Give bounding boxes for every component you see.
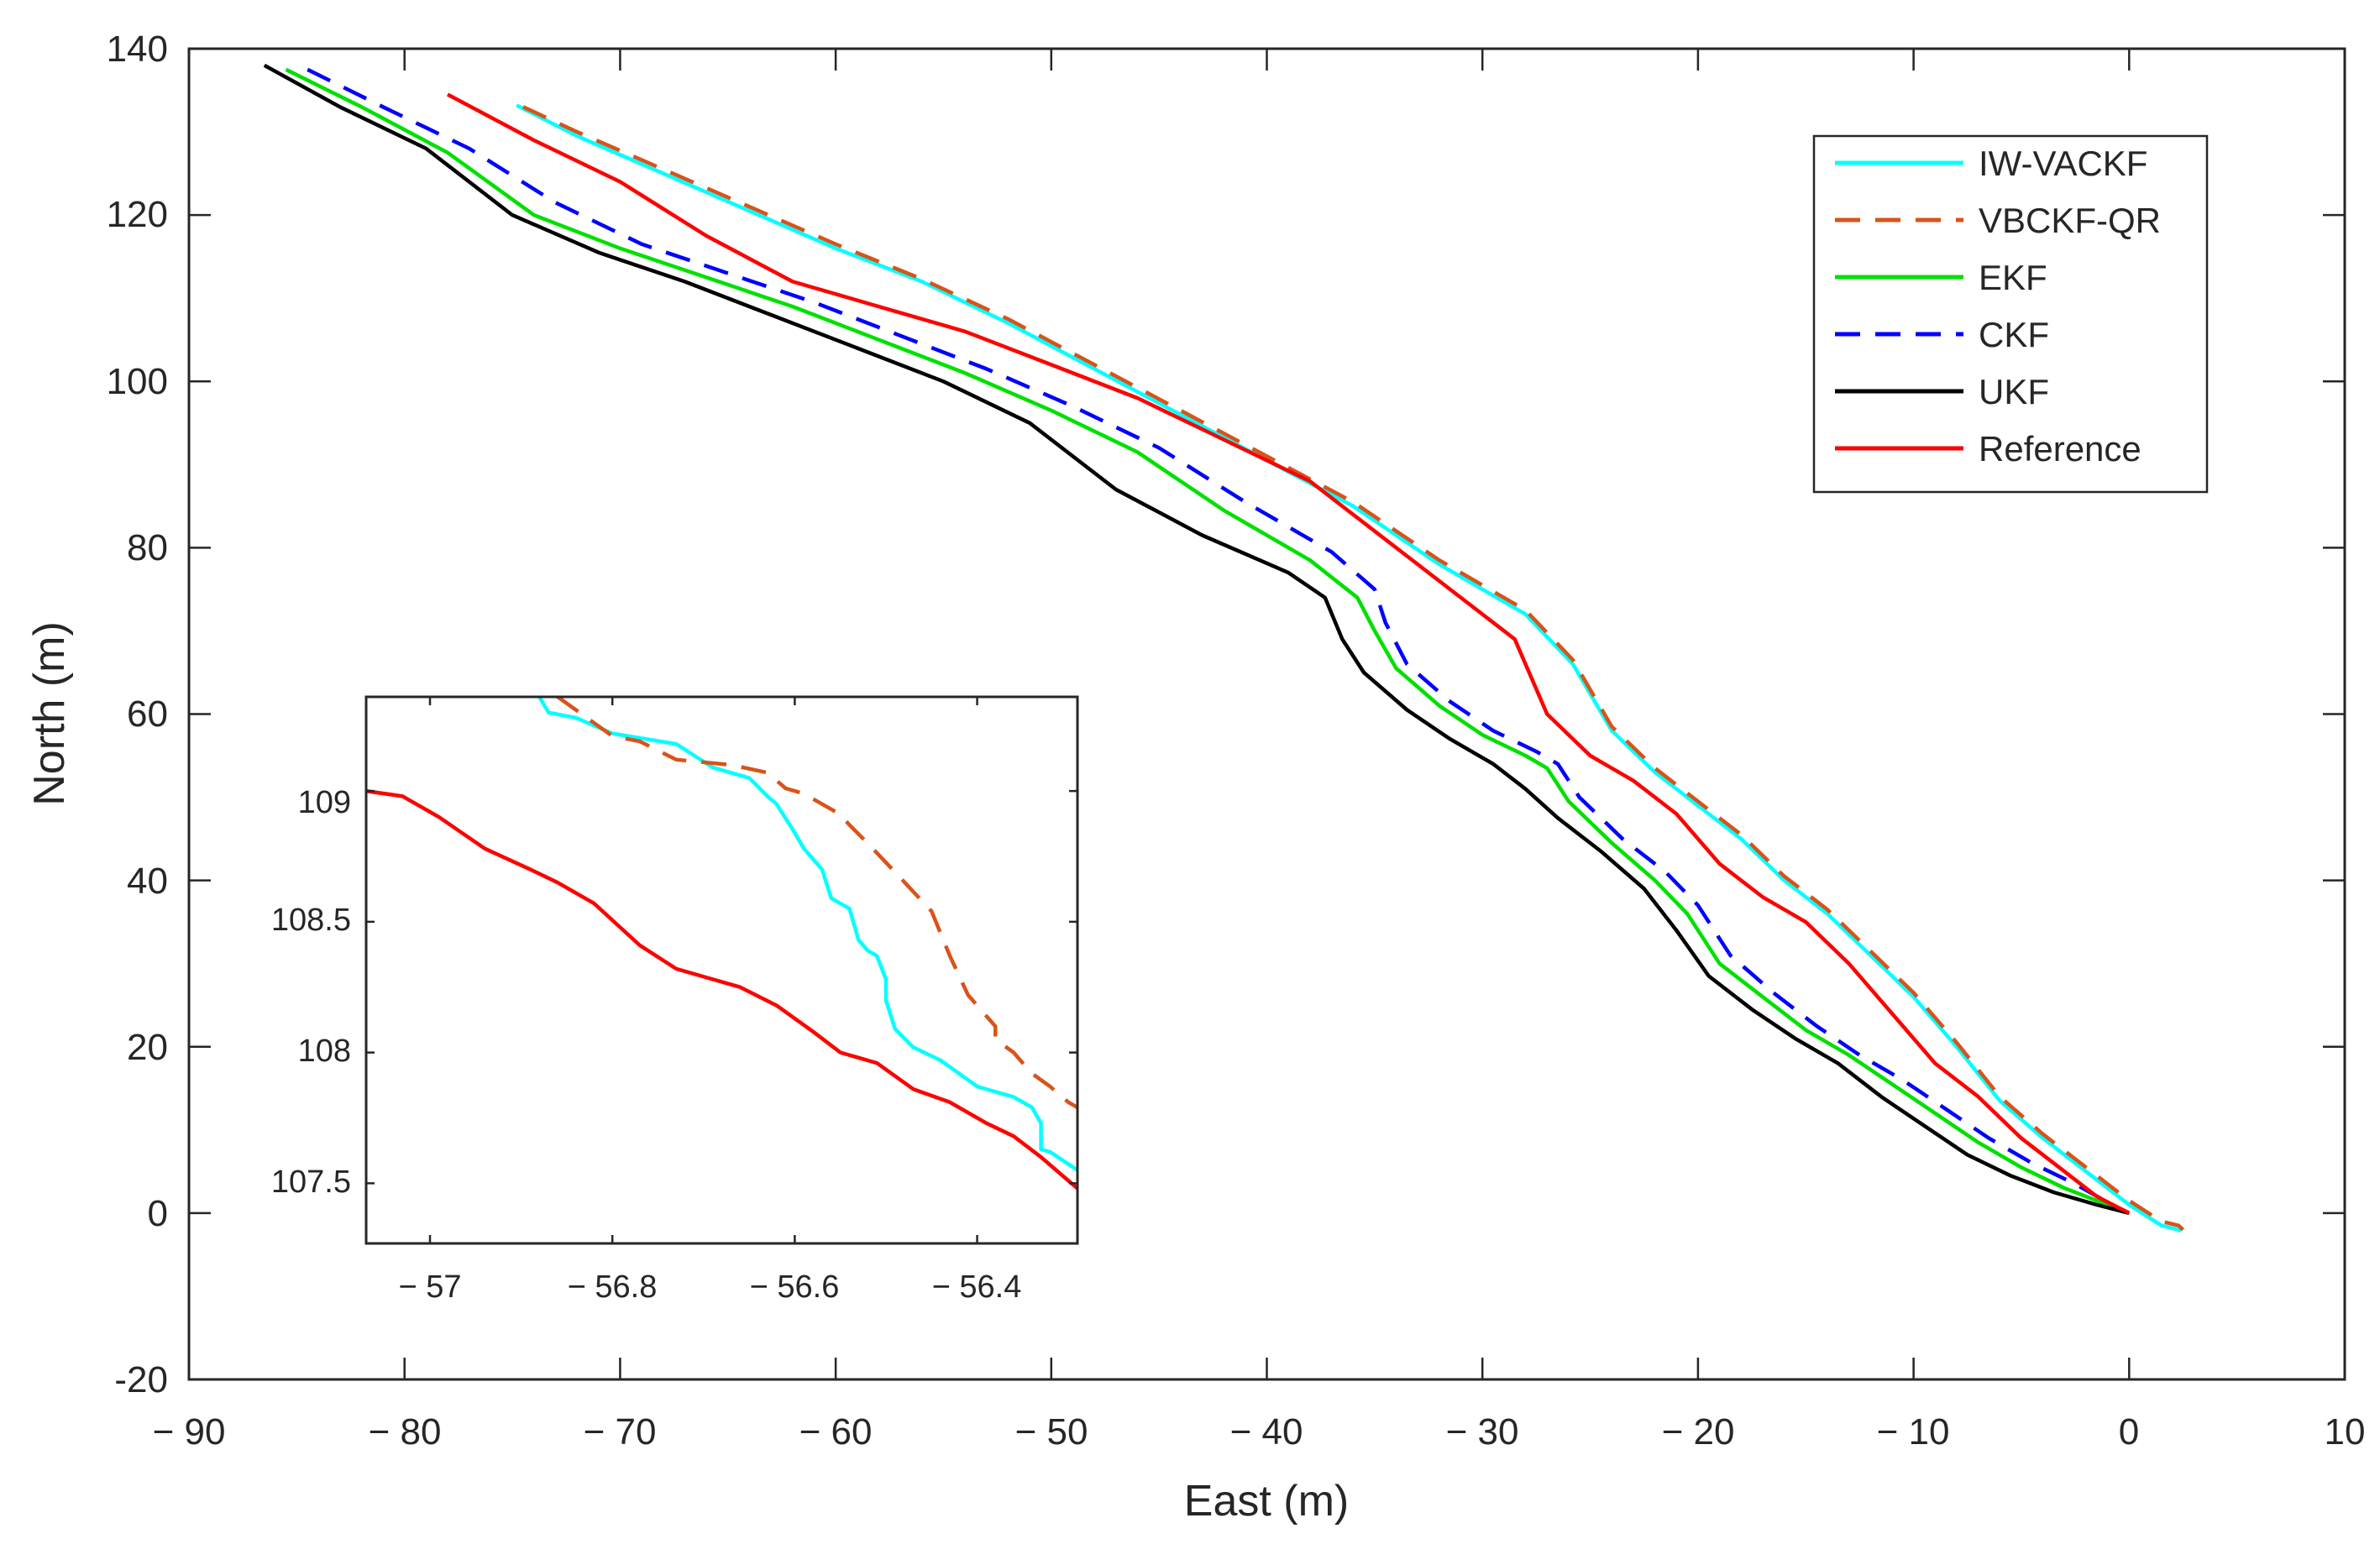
- x-tick-label: − 30: [1446, 1411, 1519, 1452]
- x-tick-label: − 80: [369, 1411, 442, 1452]
- y-tick-label: 80: [127, 527, 168, 568]
- inset-y-tick-label: 108: [298, 1034, 351, 1069]
- legend-box: [1812, 134, 2209, 494]
- inset-y-tick-label: 109: [298, 785, 351, 820]
- legend: IW-VACKF VBCKF-QR EKF CKF UKF Reference: [1812, 134, 2209, 494]
- inset-series-line-reference: [365, 788, 1079, 1191]
- inset-x-tick-label: − 56.6: [750, 1269, 840, 1305]
- x-tick-label: − 10: [1877, 1411, 1950, 1452]
- legend-label-ukf: UKF: [1979, 372, 2049, 411]
- x-tick-label: − 20: [1662, 1411, 1735, 1452]
- series-line-vbckf-qr: [522, 105, 2185, 1232]
- main-axes: − 90 − 80 − 70 − 60 − 50 − 40 − 30 − 20 …: [25, 29, 2365, 1526]
- y-tick-label: 20: [127, 1027, 168, 1068]
- x-axis-title: East (m): [1184, 1477, 1349, 1526]
- main-tick-marks: [187, 47, 2346, 1381]
- legend-label-ekf: EKF: [1979, 258, 2047, 297]
- inset-x-tick-label: − 56.4: [932, 1269, 1022, 1305]
- y-tick-label: 120: [107, 194, 168, 235]
- legend-label-reference: Reference: [1979, 429, 2141, 468]
- legend-label-ckf: CKF: [1979, 315, 2049, 354]
- inset-y-tick-label: 108.5: [271, 903, 351, 938]
- series-line-ekf: [285, 67, 2131, 1215]
- x-tick-label: − 60: [799, 1411, 873, 1452]
- y-tick-label: -20: [114, 1359, 168, 1400]
- x-tick-label: − 90: [153, 1411, 226, 1452]
- y-tick-label: 100: [107, 361, 168, 402]
- inset-x-tick-label: − 57: [398, 1269, 461, 1305]
- legend-item-reference: Reference: [1835, 429, 2141, 468]
- x-tick-label: − 40: [1230, 1411, 1303, 1452]
- inset-background: [366, 697, 1077, 1243]
- y-tick-label: 40: [127, 861, 168, 902]
- y-tick-label: 140: [107, 29, 168, 70]
- inset-y-tick-label: 107.5: [271, 1165, 351, 1200]
- y-tick-label: 0: [148, 1193, 168, 1234]
- series-line-ckf: [307, 67, 2131, 1215]
- legend-item-ckf: CKF: [1835, 315, 2049, 354]
- inset-plot-frame: [364, 695, 1079, 1245]
- x-tick-label: 10: [2325, 1411, 2366, 1452]
- series-line-reference: [446, 92, 2131, 1215]
- main-series-group: [263, 63, 2185, 1233]
- inset-x-tick-label: − 56.8: [568, 1269, 658, 1305]
- legend-item-ukf: UKF: [1835, 372, 2049, 411]
- legend-label-vbckf-qr: VBCKF-QR: [1979, 201, 2161, 240]
- legend-item-iw-vackf: IW-VACKF: [1835, 144, 2147, 183]
- y-tick-label: 60: [127, 693, 168, 735]
- x-tick-label: − 50: [1015, 1411, 1088, 1452]
- legend-label-iw-vackf: IW-VACKF: [1979, 144, 2147, 183]
- x-tick-label: − 70: [584, 1411, 657, 1452]
- inset-series-line-iw-vackf: [537, 695, 1079, 1172]
- legend-item-vbckf-qr: VBCKF-QR: [1835, 201, 2161, 240]
- x-tick-label: 0: [2119, 1411, 2139, 1452]
- series-line-ukf: [263, 63, 2130, 1216]
- legend-item-ekf: EKF: [1835, 258, 2047, 297]
- series-line-iw-vackf: [516, 103, 2183, 1233]
- inset-tick-marks: [366, 697, 1077, 1243]
- inset-axes: − 57 − 56.8 − 56.6 − 56.4 107.5 108 108.…: [271, 695, 1079, 1305]
- inset-series-group: [365, 695, 1079, 1191]
- y-axis-title: North (m): [25, 621, 74, 806]
